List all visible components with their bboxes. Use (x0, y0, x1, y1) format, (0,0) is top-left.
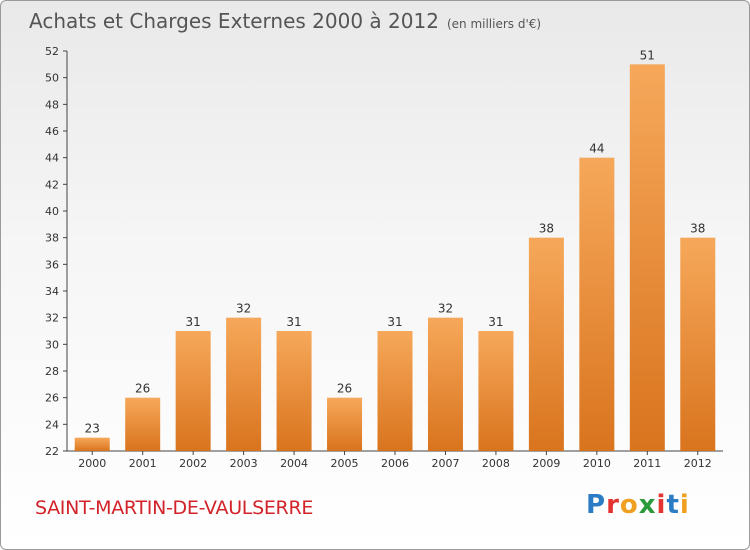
x-tick-label: 2006 (381, 457, 409, 470)
chart-title: Achats et Charges Externes 2000 à 2012 (e… (29, 9, 541, 33)
x-tick-label: 2012 (684, 457, 712, 470)
logo-letter: P (586, 490, 607, 520)
y-tick-label: 44 (45, 152, 59, 165)
value-label-2011: 51 (640, 48, 655, 62)
y-tick-label: 52 (45, 45, 59, 58)
bar-2012 (680, 237, 716, 451)
x-tick-label: 2004 (280, 457, 308, 470)
bar-2010 (579, 157, 615, 451)
bar-2006 (377, 331, 413, 451)
value-label-2005: 26 (337, 382, 352, 396)
y-tick-label: 24 (45, 418, 59, 431)
y-tick-label: 34 (45, 285, 59, 298)
x-tick-label: 2003 (230, 457, 258, 470)
logo-letter: t (666, 490, 680, 520)
logo-letter: r (606, 490, 620, 520)
bar-2002 (175, 331, 211, 451)
x-tick-label: 2002 (179, 457, 207, 470)
bar-2000 (74, 437, 110, 451)
bar-2009 (528, 237, 564, 451)
y-tick-label: 42 (45, 178, 59, 191)
x-tick-label: 2008 (482, 457, 510, 470)
x-tick-label: 2009 (532, 457, 560, 470)
value-label-2000: 23 (85, 422, 100, 436)
bar-2005 (327, 397, 363, 451)
bar-2011 (629, 64, 665, 452)
value-label-2001: 26 (135, 382, 150, 396)
logo-letter: i (656, 490, 667, 520)
value-label-2009: 38 (539, 222, 554, 236)
y-tick-label: 50 (45, 72, 59, 85)
y-tick-label: 46 (45, 125, 59, 138)
y-tick-label: 22 (45, 445, 59, 458)
value-label-2010: 44 (589, 142, 604, 156)
y-tick-label: 38 (45, 232, 59, 245)
bar-2007 (427, 317, 463, 451)
x-axis: 2000 2001 2002 2003 2004 2005 2006 2007 2008 2009… (67, 450, 723, 470)
y-tick-label: 40 (45, 205, 59, 218)
y-tick-label: 26 (45, 392, 59, 405)
bar-2008 (478, 331, 514, 451)
commune-name: SAINT-MARTIN-DE-VAULSERRE (35, 497, 314, 519)
x-tick-label: 2007 (431, 457, 459, 470)
y-tick-label: 32 (45, 312, 59, 325)
value-label-2008: 31 (488, 315, 503, 329)
y-tick-label: 28 (45, 365, 59, 378)
bars: 23 26 31 32 31 26 31 32 31 38 44 51 38 (74, 48, 716, 452)
logo-letter: o (619, 490, 639, 520)
value-label-2004: 31 (286, 315, 301, 329)
value-label-2006: 31 (387, 315, 402, 329)
y-tick-label: 48 (45, 98, 59, 111)
value-label-2007: 32 (438, 302, 453, 316)
x-tick-label: 2000 (78, 457, 106, 470)
logo-letter: i (679, 490, 690, 520)
chart-subtitle: (en milliers d'€) (446, 17, 542, 31)
x-tick-label: 2005 (331, 457, 359, 470)
bar-2001 (125, 397, 161, 451)
y-tick-label: 30 (45, 338, 59, 351)
chart-title-text: Achats et Charges Externes 2000 à 2012 (29, 9, 439, 33)
value-label-2003: 32 (236, 302, 251, 316)
value-label-2012: 38 (690, 222, 705, 236)
value-label-2002: 31 (186, 315, 201, 329)
y-axis: 22 24 26 28 30 32 34 36 38 40 42 44 46 48 50 52 (45, 45, 68, 458)
logo-letter: x (638, 490, 657, 520)
bar-2003 (226, 317, 262, 451)
proxiti-logo[interactable]: Proxiti (586, 490, 690, 520)
x-tick-label: 2011 (633, 457, 661, 470)
y-tick-label: 36 (45, 258, 59, 271)
bar-2004 (276, 331, 312, 451)
x-tick-label: 2010 (583, 457, 611, 470)
x-tick-label: 2001 (129, 457, 157, 470)
